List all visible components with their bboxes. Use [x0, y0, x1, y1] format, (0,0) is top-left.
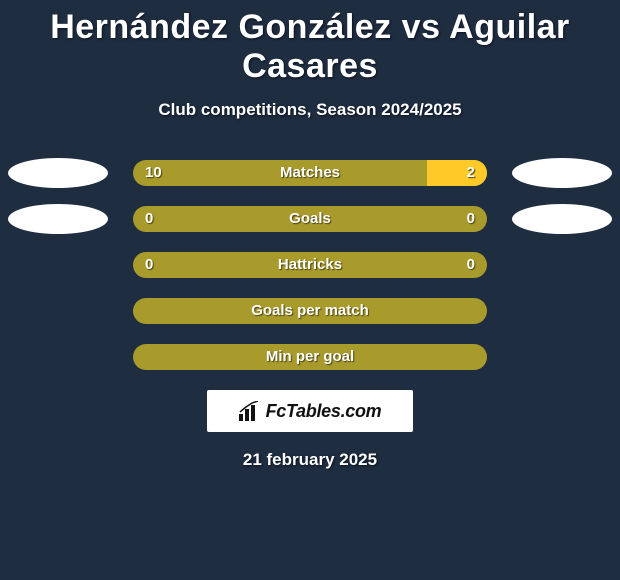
stat-bar-hattricks: 0 Hattricks 0	[133, 252, 487, 278]
stat-label: Min per goal	[133, 344, 487, 370]
bar-chart-icon	[239, 401, 261, 421]
stat-label: Goals	[133, 206, 487, 232]
stat-bar-matches: 10 Matches 2	[133, 160, 487, 186]
stat-label: Goals per match	[133, 298, 487, 324]
page-title: Hernández González vs Aguilar Casares	[0, 8, 620, 86]
footer-logo-text: FcTables.com	[266, 401, 382, 422]
subtitle: Club competitions, Season 2024/2025	[0, 100, 620, 120]
stat-value-right: 2	[467, 160, 475, 186]
comparison-card: Hernández González vs Aguilar Casares Cl…	[0, 8, 620, 470]
player-right-marker	[512, 204, 612, 234]
stat-row: Min per goal	[0, 344, 620, 370]
spacer	[8, 342, 108, 372]
stat-row: 0 Hattricks 0	[0, 252, 620, 278]
stat-row: Goals per match	[0, 298, 620, 324]
footer-logo[interactable]: FcTables.com	[207, 390, 413, 432]
date-text: 21 february 2025	[0, 450, 620, 470]
stat-row: 0 Goals 0	[0, 206, 620, 232]
stat-value-right: 0	[467, 252, 475, 278]
stat-bar-goals-per-match: Goals per match	[133, 298, 487, 324]
stat-row: 10 Matches 2	[0, 160, 620, 186]
player-left-marker	[8, 158, 108, 188]
player-right-marker	[512, 158, 612, 188]
stat-label: Hattricks	[133, 252, 487, 278]
stat-bar-min-per-goal: Min per goal	[133, 344, 487, 370]
spacer	[512, 296, 612, 326]
spacer	[8, 250, 108, 280]
stat-bar-goals: 0 Goals 0	[133, 206, 487, 232]
spacer	[512, 250, 612, 280]
stats-rows: 10 Matches 2 0 Goals 0 0 Hattricks 0	[0, 160, 620, 370]
stat-value-right: 0	[467, 206, 475, 232]
stat-label: Matches	[133, 160, 487, 186]
spacer	[8, 296, 108, 326]
player-left-marker	[8, 204, 108, 234]
spacer	[512, 342, 612, 372]
